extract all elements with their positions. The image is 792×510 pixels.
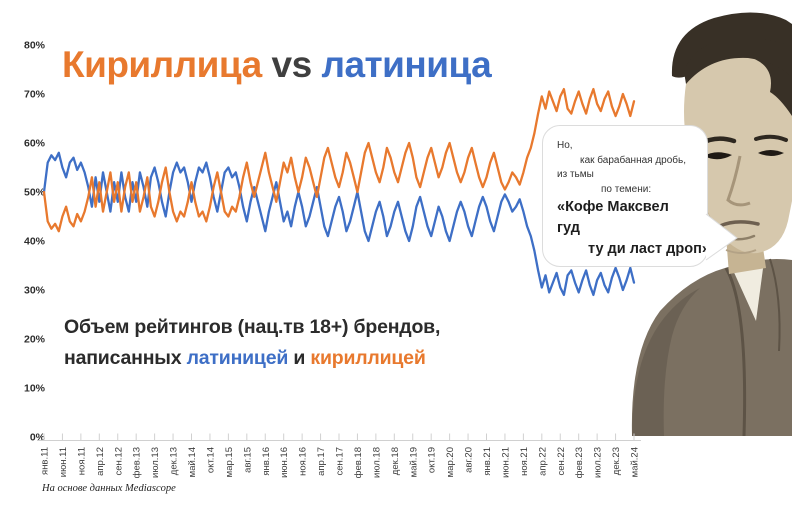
- subtitle-line1: Объем рейтингов (нац.тв 18+) брендов,: [64, 316, 441, 338]
- title-vs: vs: [261, 44, 322, 85]
- x-tick-label: авг.20: [464, 447, 475, 473]
- speech-bubble: Но, как барабанная дробь, из тьмы по темени…: [542, 125, 710, 267]
- x-tick-label: июн.16: [279, 447, 290, 478]
- series-line-cyrillic: [42, 87, 636, 233]
- portrait-shirt: [732, 261, 764, 321]
- subtitle-line2-pre: написанных: [64, 347, 187, 369]
- x-tick-label: апр.17: [316, 447, 327, 476]
- speech-bubble-line: по темени:: [601, 183, 652, 195]
- y-tick-label: 0%: [30, 432, 46, 444]
- x-tick-label: июн.21: [500, 447, 511, 478]
- y-tick-label: 70%: [24, 89, 46, 101]
- subtitle-line2-mid: и: [288, 347, 311, 369]
- x-tick-label: сен.12: [113, 447, 124, 476]
- x-tick-label: окт.19: [427, 447, 438, 473]
- speech-bubble-line: из тьмы: [557, 169, 594, 180]
- x-tick-label: мар.20: [445, 447, 456, 477]
- x-tick-label: дек.13: [169, 447, 180, 475]
- x-tick-label: июл.13: [150, 447, 161, 478]
- x-tick-label: янв.16: [261, 447, 272, 476]
- x-tick-label: дек.23: [611, 447, 622, 475]
- subtitle-latin-word: латиницей: [186, 347, 289, 369]
- speech-bubble-line: «Кофе Максвел: [557, 199, 669, 215]
- portrait-nose: [726, 155, 751, 207]
- portrait-mayakovsky: [631, 12, 792, 436]
- x-tick-label: янв.21: [482, 447, 493, 476]
- x-tick-label: сен.22: [556, 447, 567, 476]
- x-tick-label: фев.18: [353, 447, 364, 478]
- x-tick-label: окт.14: [205, 447, 216, 473]
- x-tick-label: апр.22: [537, 447, 548, 476]
- speech-bubble-line: как барабанная дробь,: [580, 154, 687, 166]
- subtitle-cyrillic-word: кириллицей: [310, 347, 426, 369]
- x-tick-label: июл.23: [593, 447, 604, 478]
- portrait-hairline: [684, 37, 792, 84]
- x-tick-label: май.24: [630, 447, 641, 477]
- x-tick-label: янв.11: [40, 447, 51, 475]
- x-tick-label: апр.12: [95, 447, 106, 476]
- x-tick-label: сен.17: [335, 447, 346, 476]
- x-tick-label: июн.11: [58, 447, 69, 477]
- series-line-latin: [42, 151, 636, 297]
- speech-bubble-tail: [705, 213, 738, 261]
- portrait-eye-right: [758, 150, 784, 156]
- x-tick-label: май.14: [187, 447, 198, 477]
- y-tick-label: 20%: [24, 334, 46, 346]
- source-note: На основе данных Mediascope: [42, 483, 176, 494]
- title-cyrillic-word: Кириллица: [62, 44, 262, 85]
- portrait-lapel-left: [724, 267, 747, 436]
- portrait-chin-shadow: [725, 249, 757, 254]
- portrait-jacket-shadow: [632, 288, 700, 436]
- speech-bubble-line: Но,: [557, 140, 573, 151]
- portrait-face: [684, 51, 792, 254]
- title-latin-word: латиница: [321, 44, 492, 85]
- y-tick-label: 50%: [24, 187, 46, 199]
- portrait-brow-right: [754, 134, 788, 142]
- y-tick-label: 60%: [24, 138, 46, 150]
- x-tick-label: мар.15: [224, 447, 235, 477]
- speech-bubble-line: ту ди ласт дроп»: [588, 241, 710, 257]
- x-tick-label: фев.13: [132, 447, 143, 478]
- x-tick-label: июл.18: [371, 447, 382, 478]
- y-tick-label: 30%: [24, 285, 46, 297]
- y-tick-label: 40%: [24, 236, 46, 248]
- x-tick-label: ноя.11: [76, 447, 87, 475]
- x-tick-label: май.19: [408, 447, 419, 477]
- x-tick-label: дек.18: [390, 447, 401, 475]
- y-tick-label: 80%: [24, 40, 46, 52]
- y-tick-label: 10%: [24, 383, 46, 395]
- portrait-lapel-right: [769, 258, 781, 352]
- x-tick-label: фев.23: [574, 447, 585, 478]
- portrait-eye-left: [704, 152, 732, 160]
- x-tick-label: ноя.21: [519, 447, 530, 476]
- x-tick-label: авг.15: [242, 447, 253, 473]
- portrait-mouth: [718, 220, 760, 228]
- page-title: Кириллица vs латиница: [62, 44, 492, 86]
- chart-subtitle: Объем рейтингов (нац.тв 18+) брендов, на…: [64, 312, 484, 374]
- speech-bubble-line: гуд: [557, 220, 580, 236]
- x-tick-label: ноя.16: [298, 447, 309, 476]
- portrait-hair: [671, 12, 792, 116]
